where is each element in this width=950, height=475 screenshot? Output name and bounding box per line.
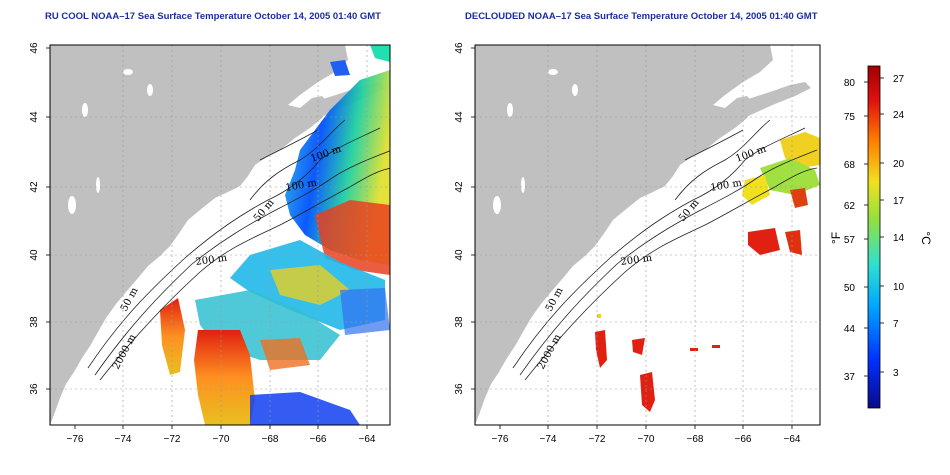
lon-tick-label: −64 [359, 434, 376, 445]
left-lat-axis [46, 47, 50, 390]
celsius-unit-label: °C [919, 231, 933, 245]
right-lon-axis [499, 425, 793, 429]
fahrenheit-tick: 44 [844, 324, 856, 335]
contour-label: 50 m [252, 197, 277, 224]
contour-label: 50 m [677, 197, 702, 224]
contour-label: 200 m [195, 253, 228, 268]
lat-tick-label: 42 [29, 181, 40, 193]
contour-label: 100 m [710, 178, 744, 194]
lon-tick-label: −76 [67, 434, 84, 445]
fahrenheit-tick: 37 [844, 372, 856, 383]
fahrenheit-tick: 75 [844, 112, 856, 123]
left-sst-field [160, 45, 390, 425]
right-sst-field [595, 132, 820, 412]
lon-tick-label: −72 [164, 434, 181, 445]
right-graticule [475, 45, 820, 425]
fahrenheit-tick: 50 [844, 283, 856, 294]
lon-tick-label: −64 [784, 434, 801, 445]
lat-tick-label: 36 [454, 383, 465, 395]
left-bathymetry-contours [87, 119, 390, 381]
lon-tick-label: −72 [589, 434, 606, 445]
lon-tick-label: −76 [492, 434, 509, 445]
celsius-tick: 3 [893, 368, 899, 379]
fahrenheit-unit-label: °F [829, 232, 843, 244]
contour-label: 200 m [620, 253, 653, 268]
contour-label: 2000 m [536, 332, 564, 371]
lat-tick-label: 38 [29, 316, 40, 328]
right-nova-scotia [725, 82, 811, 120]
lon-tick-label: −74 [115, 434, 132, 445]
lat-tick-label: 44 [454, 111, 465, 123]
right-bathymetry-contours [512, 119, 818, 381]
lat-tick-label: 44 [29, 111, 40, 123]
lon-tick-label: −74 [540, 434, 557, 445]
contour-label: 100 m [734, 143, 768, 164]
fahrenheit-tick: 62 [844, 201, 856, 212]
lat-tick-label: 40 [454, 249, 465, 261]
right-map-panel: 100 m 100 m 50 m 200 m 50 m 2000 m −76 −… [454, 42, 821, 445]
celsius-tick: 10 [893, 282, 905, 293]
celsius-tick: 7 [893, 319, 899, 330]
celsius-tick: 14 [893, 233, 905, 244]
left-lon-axis [74, 425, 368, 429]
fahrenheit-tick: 57 [844, 235, 856, 246]
right-lat-axis [471, 47, 475, 390]
left-map-title: RU COOL NOAA–17 Sea Surface Temperature … [45, 11, 381, 22]
colorbar-gradient [867, 65, 881, 409]
fahrenheit-tick: 80 [844, 78, 856, 89]
fahrenheit-tick: 68 [844, 160, 856, 171]
lon-tick-label: −66 [310, 434, 327, 445]
left-map-panel: 100 m 100 m 50 m 200 m 50 m 2000 m −76 −… [29, 42, 391, 445]
left-map-frame [49, 44, 391, 426]
left-land-mass [50, 45, 348, 425]
temperature-colorbar: 80 75 68 62 57 50 44 37 27 24 20 17 14 1… [829, 65, 933, 409]
lat-tick-label: 36 [29, 383, 40, 395]
celsius-tick: 20 [893, 159, 905, 170]
lat-tick-label: 40 [29, 249, 40, 261]
lon-tick-label: −66 [735, 434, 752, 445]
lon-tick-label: −70 [213, 434, 230, 445]
lon-tick-label: −68 [262, 434, 279, 445]
left-graticule [50, 45, 390, 425]
celsius-tick: 27 [893, 74, 905, 85]
contour-label: 2000 m [111, 332, 139, 371]
celsius-tick: 17 [893, 196, 905, 207]
lon-tick-label: −68 [687, 434, 704, 445]
lon-tick-label: −70 [638, 434, 655, 445]
lat-tick-label: 42 [454, 181, 465, 193]
celsius-tick: 24 [893, 110, 905, 121]
lat-tick-label: 46 [29, 42, 40, 54]
lat-tick-label: 38 [454, 316, 465, 328]
lat-tick-label: 46 [454, 42, 465, 54]
right-map-frame [474, 44, 821, 426]
right-map-title: DECLOUDED NOAA–17 Sea Surface Temperatur… [465, 11, 818, 22]
right-land-mass [475, 45, 773, 425]
